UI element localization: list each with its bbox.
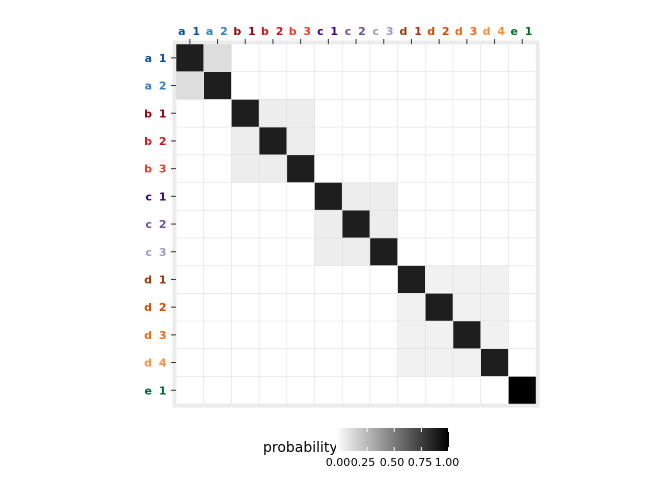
y-tick-label-c3: c 3 [145, 246, 168, 259]
legend-tick-label: 0.75 [408, 456, 433, 469]
heatmap-cell-b3-b3 [286, 154, 315, 183]
y-tick-label-d1: d 1 [144, 273, 168, 286]
legend: probability 0.00 0.25 0.50 0.75 1.00 [263, 428, 459, 469]
heatmap-cell-d2-d4 [425, 348, 453, 377]
legend-ticks: 0.00 0.25 0.50 0.75 1.00 [326, 428, 460, 469]
heatmap-cell-d4-d4 [480, 348, 509, 377]
heatmap-cell-b2-b1 [259, 99, 287, 128]
heatmap-cell-d1-d2 [397, 293, 426, 321]
legend-title: probability [263, 440, 338, 456]
heatmap-cell-c1-c2 [314, 210, 343, 238]
heatmap-cell-c3-c3 [369, 237, 398, 266]
heatmap-cell-d3-d4 [453, 348, 481, 377]
heatmap-cell-b1-b1 [231, 99, 260, 128]
heatmap-cell-b2-b3 [259, 154, 287, 183]
heatmap-cell-c2-c3 [342, 237, 370, 266]
x-tick-label-d4: d 4 [483, 25, 507, 38]
heatmap-cell-d4-d2 [480, 293, 509, 321]
x-tick-label-c3: c 3 [372, 25, 395, 38]
heatmap-cell-c1-c1 [314, 182, 343, 211]
heatmap-cell-d1-d3 [397, 321, 426, 349]
heatmap-cell-c2-c1 [342, 182, 370, 211]
y-tick-label-d3: d 3 [144, 329, 168, 342]
heatmap-cell-d1-d4 [397, 348, 426, 377]
heatmap-cell-a2-a1 [203, 44, 232, 72]
heatmap-cell-a1-a1 [176, 44, 204, 72]
x-tick-label-c2: c 2 [345, 25, 368, 38]
y-axis-left: a 1 a 2 b 1 b 2 b 3 c 1 c 2 c 3 d 1 d 2 d 3 d 4 e 1 [144, 52, 176, 397]
grid-lines [175, 43, 537, 405]
heatmap-cell-b2-b2 [259, 127, 287, 155]
heatmap-cell-b3-b2 [286, 127, 315, 155]
heatmap-cell-a2-a2 [203, 71, 232, 100]
heatmap-cell-d3-d2 [453, 293, 481, 321]
heatmap-cell-a1-a2 [176, 71, 204, 100]
heatmap-cell-d2-d3 [425, 321, 453, 349]
y-tick-label-b1: b 1 [144, 107, 168, 120]
x-tick-label-a1: a 1 [178, 25, 201, 38]
x-tick-label-b3: b 3 [289, 25, 313, 38]
legend-colorbar [336, 428, 449, 451]
heatmap-cell-d2-d2 [425, 293, 453, 321]
y-tick-label-d4: d 4 [144, 357, 168, 370]
heatmap-cell-b1-b2 [231, 127, 260, 155]
heatmap-cell-c3-c2 [369, 210, 398, 238]
heatmap-cell-c3-c1 [369, 182, 398, 211]
x-tick-label-a2: a 2 [206, 25, 229, 38]
legend-tick-label: 0.00 [326, 456, 351, 469]
x-tick-label-b1: b 1 [233, 25, 257, 38]
legend-tick-label: 0.25 [351, 456, 376, 469]
heatmap-cell-d1-d1 [397, 265, 426, 294]
x-tick-label-d1: d 1 [400, 25, 424, 38]
legend-tick-label: 1.00 [435, 456, 460, 469]
y-tick-label-e1: e 1 [145, 384, 168, 397]
y-tick-label-c1: c 1 [145, 190, 168, 203]
y-tick-label-a1: a 1 [145, 52, 168, 65]
heatmap-cell-c2-c2 [342, 210, 370, 238]
y-tick-label-c2: c 2 [145, 218, 168, 231]
y-tick-label-a2: a 2 [145, 80, 168, 93]
heatmap-cell-d4-d1 [480, 265, 509, 294]
heatmap-cell-d3-d3 [453, 321, 481, 349]
heatmap-cell-d4-d3 [480, 321, 509, 349]
x-tick-label-b2: b 2 [261, 25, 285, 38]
y-tick-label-b3: b 3 [144, 163, 168, 176]
heatmap-cell-c1-c3 [314, 237, 343, 266]
y-tick-label-d2: d 2 [144, 301, 168, 314]
heatmap-cell-b1-b3 [231, 154, 260, 183]
heatmap-cell-d2-d1 [425, 265, 453, 294]
heatmap-cells [176, 44, 537, 405]
heatmap-cell-d3-d1 [453, 265, 481, 294]
legend-tick-label: 0.50 [380, 456, 405, 469]
y-tick-label-b2: b 2 [144, 135, 168, 148]
x-tick-label-d2: d 2 [427, 25, 451, 38]
heatmap-cell-e1-e1 [508, 376, 537, 405]
x-tick-label-d3: d 3 [455, 25, 479, 38]
heatmap-cell-b3-b1 [286, 99, 315, 128]
x-tick-label-c1: c 1 [317, 25, 340, 38]
x-tick-label-e1: e 1 [511, 25, 534, 38]
